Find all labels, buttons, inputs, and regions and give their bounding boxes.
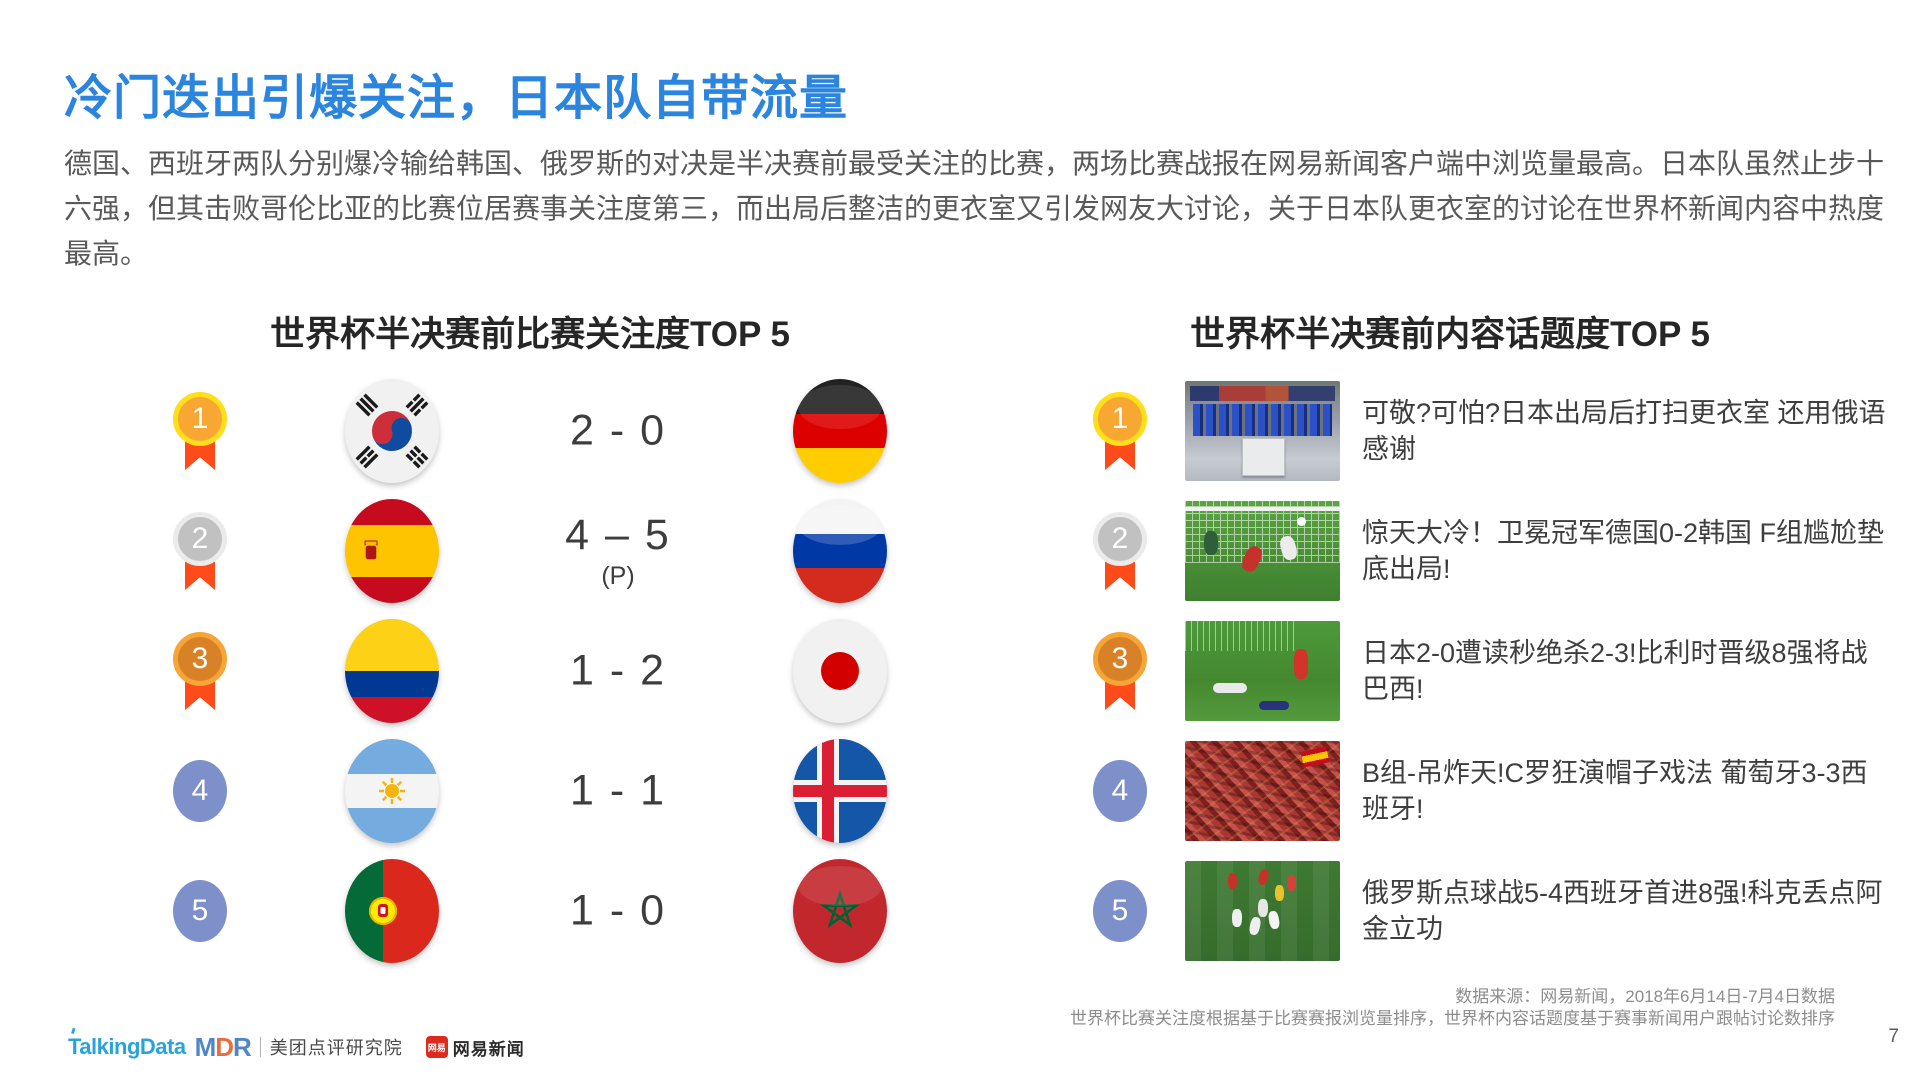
netease-news-logo: 网易 网易新闻 <box>425 1035 525 1060</box>
score-text: 2 - 0 <box>569 406 667 455</box>
rank-2-medal-icon: 2 <box>1093 512 1147 590</box>
score-block: 1 - 0 <box>518 887 718 936</box>
thumbnail-japan-locker-room <box>1185 381 1340 481</box>
page-title: 冷门迭出引爆关注，日本队自带流量 <box>64 72 849 125</box>
mdr-letter-d: D <box>215 1031 234 1062</box>
rank-number: 5 <box>1093 880 1147 942</box>
thumbnail-germany-korea-goal <box>1185 501 1340 601</box>
flag-japan-icon <box>793 619 887 723</box>
topic-row-5: 5 俄罗斯点球战5-4西班牙首进8强!科克丢点阿金立功 <box>0 851 1921 971</box>
score-block: 4 – 5 (P) <box>518 511 718 591</box>
locker-seats <box>1192 404 1333 436</box>
match-panel-title: 世界杯半决赛前比赛关注度TOP 5 <box>270 315 790 354</box>
player-figure <box>1287 875 1297 891</box>
flag-morocco-icon <box>793 859 887 963</box>
source-line-2: 世界杯比赛关注度根据基于比赛赛报浏览量排序，世界杯内容话题度基于赛事新闻用户跟帖… <box>1070 1009 1835 1029</box>
rank-number: 2 <box>1093 512 1147 566</box>
headline-text: B组-吊炸天!C罗狂演帽子戏法 葡萄牙3-3西班牙! <box>1362 757 1868 824</box>
rank-number: 4 <box>1093 760 1147 822</box>
topic-row-2: 2 惊天大冷！卫冕冠军德国0-2韩国 F组尴尬垫底出局! <box>0 491 1921 611</box>
talkingdata-tick-icon <box>65 1025 76 1035</box>
topic-row-4: 4 B组-吊炸天!C罗狂演帽子戏法 葡萄牙3-3西班牙! <box>0 731 1921 851</box>
headline-text: 日本2-0遭读秒绝杀2-3!比利时晋级8强将战巴西! <box>1362 637 1868 704</box>
rank-4-badge: 4 <box>1093 760 1147 822</box>
score-block: 1 - 1 <box>518 767 718 816</box>
mdr-letter-m: M <box>194 1031 217 1062</box>
match-row-1: 1 <box>0 371 1921 491</box>
score-block: 2 - 0 <box>518 407 718 456</box>
source-line-1: 数据来源：网易新闻，2018年6月14日-7月4日数据 <box>1455 987 1835 1006</box>
flag-argentina-icon <box>345 739 439 843</box>
flag-iceland-icon <box>793 739 887 843</box>
rank-1-medal-icon: 1 <box>1093 392 1147 470</box>
player-figure <box>1228 873 1238 889</box>
headline-text: 惊天大冷！卫冕冠军德国0-2韩国 F组尴尬垫底出局! <box>1362 517 1885 584</box>
locker-banner <box>1189 386 1336 401</box>
player-figure <box>1231 909 1242 927</box>
data-source-note: 数据来源：网易新闻，2018年6月14日-7月4日数据 世界杯比赛关注度根据基于… <box>1070 986 1835 1030</box>
headline-text: 可敬?可怕?日本出局后打扫更衣室 还用俄语感谢 <box>1362 397 1886 464</box>
score-text: 1 - 0 <box>569 886 667 935</box>
logo-divider <box>259 1037 261 1057</box>
mdr-letter-r: R <box>233 1031 252 1062</box>
topic-row-1: 1 可敬?可怕?日本出局后打扫更衣室 还用俄语感谢 <box>0 371 1921 491</box>
rank-4-badge: 4 <box>173 760 227 822</box>
player-figure <box>1257 899 1268 917</box>
score-text: 1 - 1 <box>569 766 667 815</box>
rank-number: 1 <box>173 392 227 446</box>
score-text: 4 – 5 <box>565 511 671 559</box>
rank-5-badge: 5 <box>173 880 227 942</box>
topic-panel-title: 世界杯半决赛前内容话题度TOP 5 <box>1190 315 1710 354</box>
headline-text: 俄罗斯点球战5-4西班牙首进8强!科克丢点阿金立功 <box>1362 877 1883 944</box>
rank-3-medal-icon: 3 <box>1093 632 1147 710</box>
rank-5-badge: 5 <box>1093 880 1147 942</box>
intro-paragraph: 德国、西班牙两队分别爆冷输给韩国、俄罗斯的对决是半决赛前最受关注的比赛，两场比赛… <box>64 148 1885 269</box>
flag-spain-icon <box>345 499 439 603</box>
player-figure <box>1203 531 1218 555</box>
thumbnail-red-fans-crowd <box>1185 741 1340 841</box>
thumbnail-japan-belgium-despair <box>1185 621 1340 721</box>
rank-number: 2 <box>173 512 227 566</box>
rank-number: 1 <box>1093 392 1147 446</box>
flag-russia-icon <box>793 499 887 603</box>
page-number: 7 <box>1888 1026 1899 1047</box>
flag-germany-icon <box>793 379 887 483</box>
score-text: 1 - 2 <box>569 646 667 695</box>
flag-south-korea-icon <box>345 379 439 483</box>
goal-crossbar <box>1185 507 1340 511</box>
rank-number: 4 <box>173 760 227 822</box>
score-block: 1 - 2 <box>518 647 718 696</box>
mdr-logo: M D R <box>194 1031 252 1063</box>
lying-player-figure <box>1212 683 1247 693</box>
rank-1-medal-icon: 1 <box>173 392 227 470</box>
netease-news-label: 网易新闻 <box>452 1039 525 1059</box>
topic-row-3: 3 日本2-0遭读秒绝杀2-3!比利时晋级8强将战巴西! <box>0 611 1921 731</box>
rank-number: 3 <box>1093 632 1147 686</box>
thumbnail-russia-penalty-celebration <box>1185 861 1340 961</box>
rank-3-medal-icon: 3 <box>173 632 227 710</box>
rank-2-medal-icon: 2 <box>173 512 227 590</box>
flag-portugal-icon <box>345 859 439 963</box>
locker-cart <box>1242 438 1285 476</box>
match-row-5: 5 1 - 0 <box>0 851 1921 971</box>
match-row-4: 4 1 - 1 <box>0 731 1921 851</box>
footer-logos: TalkingData M D R 美团点评研究院 网易 网易新闻 <box>65 1025 525 1064</box>
flag-colombia-icon <box>345 619 439 723</box>
referee-figure <box>1274 885 1284 901</box>
standing-player-figure <box>1293 649 1308 679</box>
lying-player-figure <box>1259 701 1290 710</box>
penalty-note: (P) <box>601 562 635 590</box>
ball <box>1296 517 1306 526</box>
match-row-2: 2 4 – 5 (P) <box>0 491 1921 611</box>
talkingdata-wordmark: TalkingData <box>68 1034 186 1059</box>
netease-badge-icon: 网易 <box>425 1036 448 1058</box>
match-row-3: 3 1 - 2 <box>0 611 1921 731</box>
goal-net <box>1185 621 1294 651</box>
rank-number: 3 <box>173 632 227 686</box>
talkingdata-logo: TalkingData <box>65 1025 186 1060</box>
rank-number: 5 <box>173 880 227 942</box>
meituan-dianping-institute-logo: 美团点评研究院 <box>269 1038 403 1058</box>
